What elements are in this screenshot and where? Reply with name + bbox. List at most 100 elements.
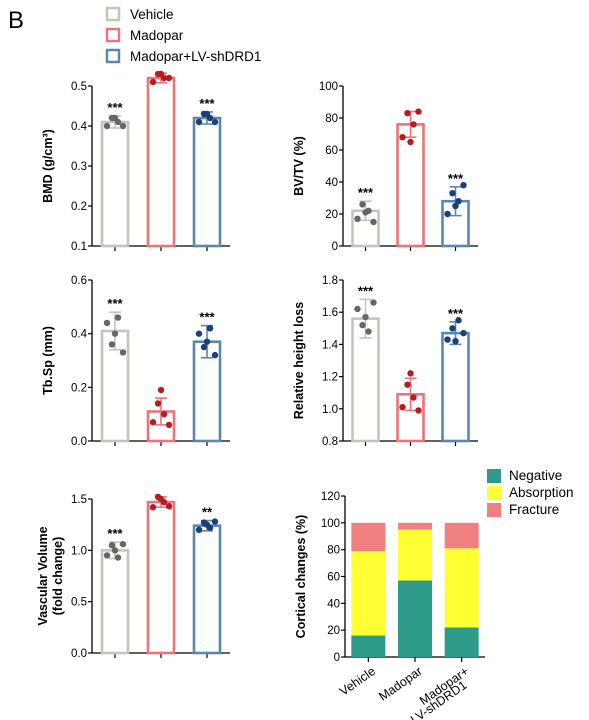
- data-point: [359, 201, 366, 208]
- data-point: [119, 349, 127, 356]
- data-point: [157, 70, 165, 78]
- data-point: [444, 336, 451, 343]
- data-point: [365, 328, 372, 335]
- y-tick-label: 0.5: [71, 597, 87, 609]
- data-point: [354, 215, 361, 222]
- bar: [100, 549, 130, 655]
- stacked-segment: [398, 522, 432, 530]
- data-point: [206, 325, 214, 332]
- y-axis-label: Tb.Sp (mm): [41, 326, 55, 395]
- y-tick-label: 1.0: [322, 404, 338, 416]
- legend-swatch: [487, 486, 501, 500]
- y-axis-label: Relative height loss: [292, 302, 306, 419]
- y-tick-label: 1.0: [71, 545, 87, 557]
- stacked-segment: [351, 522, 386, 552]
- data-point: [452, 337, 459, 345]
- data-point: [211, 518, 219, 525]
- y-tick-label: 60: [325, 145, 338, 157]
- data-point: [370, 299, 377, 306]
- data-point: [160, 410, 168, 418]
- data-point: [407, 370, 414, 377]
- y-tick-label: 80: [325, 113, 338, 125]
- legend-swatch: [105, 6, 121, 22]
- data-point: [149, 78, 157, 86]
- data-point: [444, 210, 451, 218]
- bar: [146, 500, 176, 655]
- data-point: [211, 351, 219, 359]
- y-tick-label: 0.2: [71, 382, 87, 394]
- stacked-segment: [398, 580, 432, 657]
- stacked-segment: [444, 627, 479, 657]
- data-point: [449, 190, 456, 197]
- data-point: [108, 341, 116, 348]
- y-tick-label: 40: [325, 177, 338, 189]
- data-point: [111, 547, 119, 554]
- y-axis-label: BMD (g/cm³): [41, 129, 55, 203]
- y-tick-label: 0.0: [71, 436, 87, 448]
- y-tick-label: 60: [327, 572, 340, 584]
- data-point: [410, 121, 417, 128]
- chart-panel: 0.1 0.2 0.3 0.4 0.5 BMD (g/cm³) *** ***: [41, 70, 230, 253]
- significance-label: ***: [448, 171, 464, 186]
- data-point: [370, 218, 377, 226]
- data-point: [195, 526, 203, 533]
- y-tick-label: 0: [334, 652, 340, 664]
- y-tick-label: 0.4: [71, 329, 88, 341]
- y-tick-label: 0.4: [71, 121, 88, 133]
- data-point: [455, 198, 462, 205]
- data-point: [149, 504, 157, 511]
- data-point: [203, 110, 211, 118]
- data-point: [103, 319, 111, 327]
- y-tick-label: 0.2: [71, 201, 87, 213]
- significance-label: ***: [199, 310, 215, 325]
- data-point: [455, 317, 462, 324]
- y-tick-label: 80: [327, 545, 340, 557]
- stacked-segment: [398, 529, 432, 581]
- bar: [192, 524, 222, 655]
- legend: Vehicle Madopar Madopar+LV-shDRD1: [105, 6, 261, 64]
- y-tick-label: 20: [325, 209, 338, 221]
- significance-label: ***: [199, 96, 215, 111]
- data-point: [211, 118, 219, 126]
- bar: [146, 76, 176, 248]
- significance-label: **: [202, 505, 213, 520]
- data-point: [119, 540, 127, 548]
- y-tick-label: 1.4: [322, 339, 339, 351]
- data-point: [452, 202, 459, 210]
- chart-panel: 0.8 1.0 1.2 1.4 1.6 1.8 Relative height loss **…: [292, 275, 478, 448]
- data-point: [460, 329, 467, 337]
- legend-label: Negative: [509, 468, 562, 483]
- x-tick-label: Vehicle: [337, 664, 378, 699]
- data-point: [111, 330, 119, 337]
- legend-label: Madopar+LV-shDRD1: [130, 49, 261, 64]
- data-point: [154, 400, 162, 407]
- data-point: [404, 110, 411, 117]
- y-tick-label: 0.6: [71, 275, 87, 287]
- data-point: [399, 403, 406, 411]
- significance-label: ***: [107, 296, 123, 311]
- data-point: [165, 421, 173, 429]
- bar: [441, 331, 470, 443]
- data-point: [149, 419, 157, 426]
- significance-label: ***: [107, 100, 123, 115]
- legend-label: Absorption: [509, 485, 574, 500]
- data-point: [103, 552, 111, 559]
- bar: [192, 116, 222, 248]
- data-point: [114, 554, 122, 561]
- stacked-segment: [351, 635, 386, 657]
- stacked-segment: [444, 548, 479, 628]
- stacked-segment: [444, 522, 479, 549]
- charts: 0.1 0.2 0.3 0.4 0.5 BMD (g/cm³) *** *** 0 20 40 60 8…: [36, 70, 574, 720]
- data-point: [165, 74, 173, 82]
- data-point: [362, 209, 369, 216]
- data-point: [119, 122, 127, 130]
- data-point: [157, 386, 165, 394]
- stacked-segment: [351, 551, 386, 636]
- y-tick-label: 1.2: [322, 372, 338, 384]
- y-tick-label: 0.5: [71, 81, 87, 93]
- data-point: [407, 138, 414, 146]
- y-tick-label: 100: [321, 518, 340, 530]
- significance-label: ***: [448, 306, 464, 321]
- legend-label: Vehicle: [130, 7, 174, 22]
